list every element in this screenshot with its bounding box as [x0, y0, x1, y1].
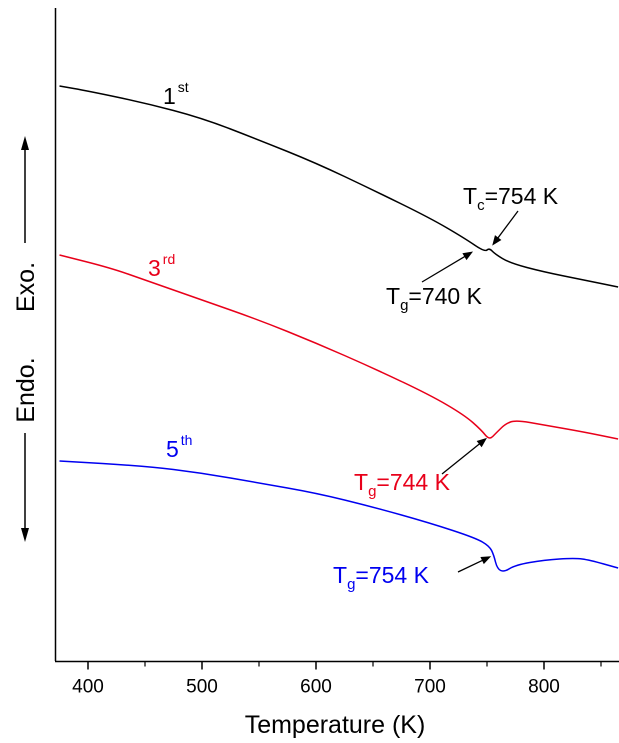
x-tick-label: 500	[186, 677, 218, 698]
exo-label: Exo.	[12, 262, 40, 312]
series-line-5th	[59, 460, 619, 572]
down-arrow-icon	[21, 528, 29, 542]
x-axis-title: Temperature (K)	[245, 711, 426, 739]
x-tick-label: 600	[300, 677, 332, 698]
annotation-tc-754: Tc=754 K	[463, 183, 559, 214]
annotation-tg-744: Tg=744 K	[354, 469, 451, 500]
curves	[59, 85, 619, 572]
annotation-tg-754: Tg=754 K	[333, 562, 430, 593]
arrowhead-icon	[480, 556, 492, 565]
endo-label: Endo.	[12, 357, 40, 422]
arrowhead-icon	[462, 251, 474, 261]
exo-indicator: Exo.	[12, 136, 40, 312]
x-tick-label: 700	[414, 677, 446, 698]
annotation-arrow-tg-754	[457, 559, 485, 573]
series-line-1st	[59, 85, 619, 288]
series-line-3rd	[59, 254, 619, 440]
annotation-arrow-tg-740	[421, 255, 467, 283]
annotation-tg-740: Tg=740 K	[386, 283, 483, 314]
arrowhead-icon	[492, 235, 502, 246]
x-tick-label: 400	[72, 677, 104, 698]
up-arrow-icon	[21, 136, 29, 150]
endo-indicator: Endo.	[12, 357, 40, 542]
arrowhead-icon	[476, 437, 487, 448]
x-ticks: 400 500 600 700 800	[72, 661, 602, 698]
annotation-arrow-tg-744	[441, 442, 482, 475]
x-tick-label: 800	[528, 677, 560, 698]
annotation-arrows	[421, 210, 519, 573]
annotation-arrow-tc-754	[496, 210, 519, 240]
